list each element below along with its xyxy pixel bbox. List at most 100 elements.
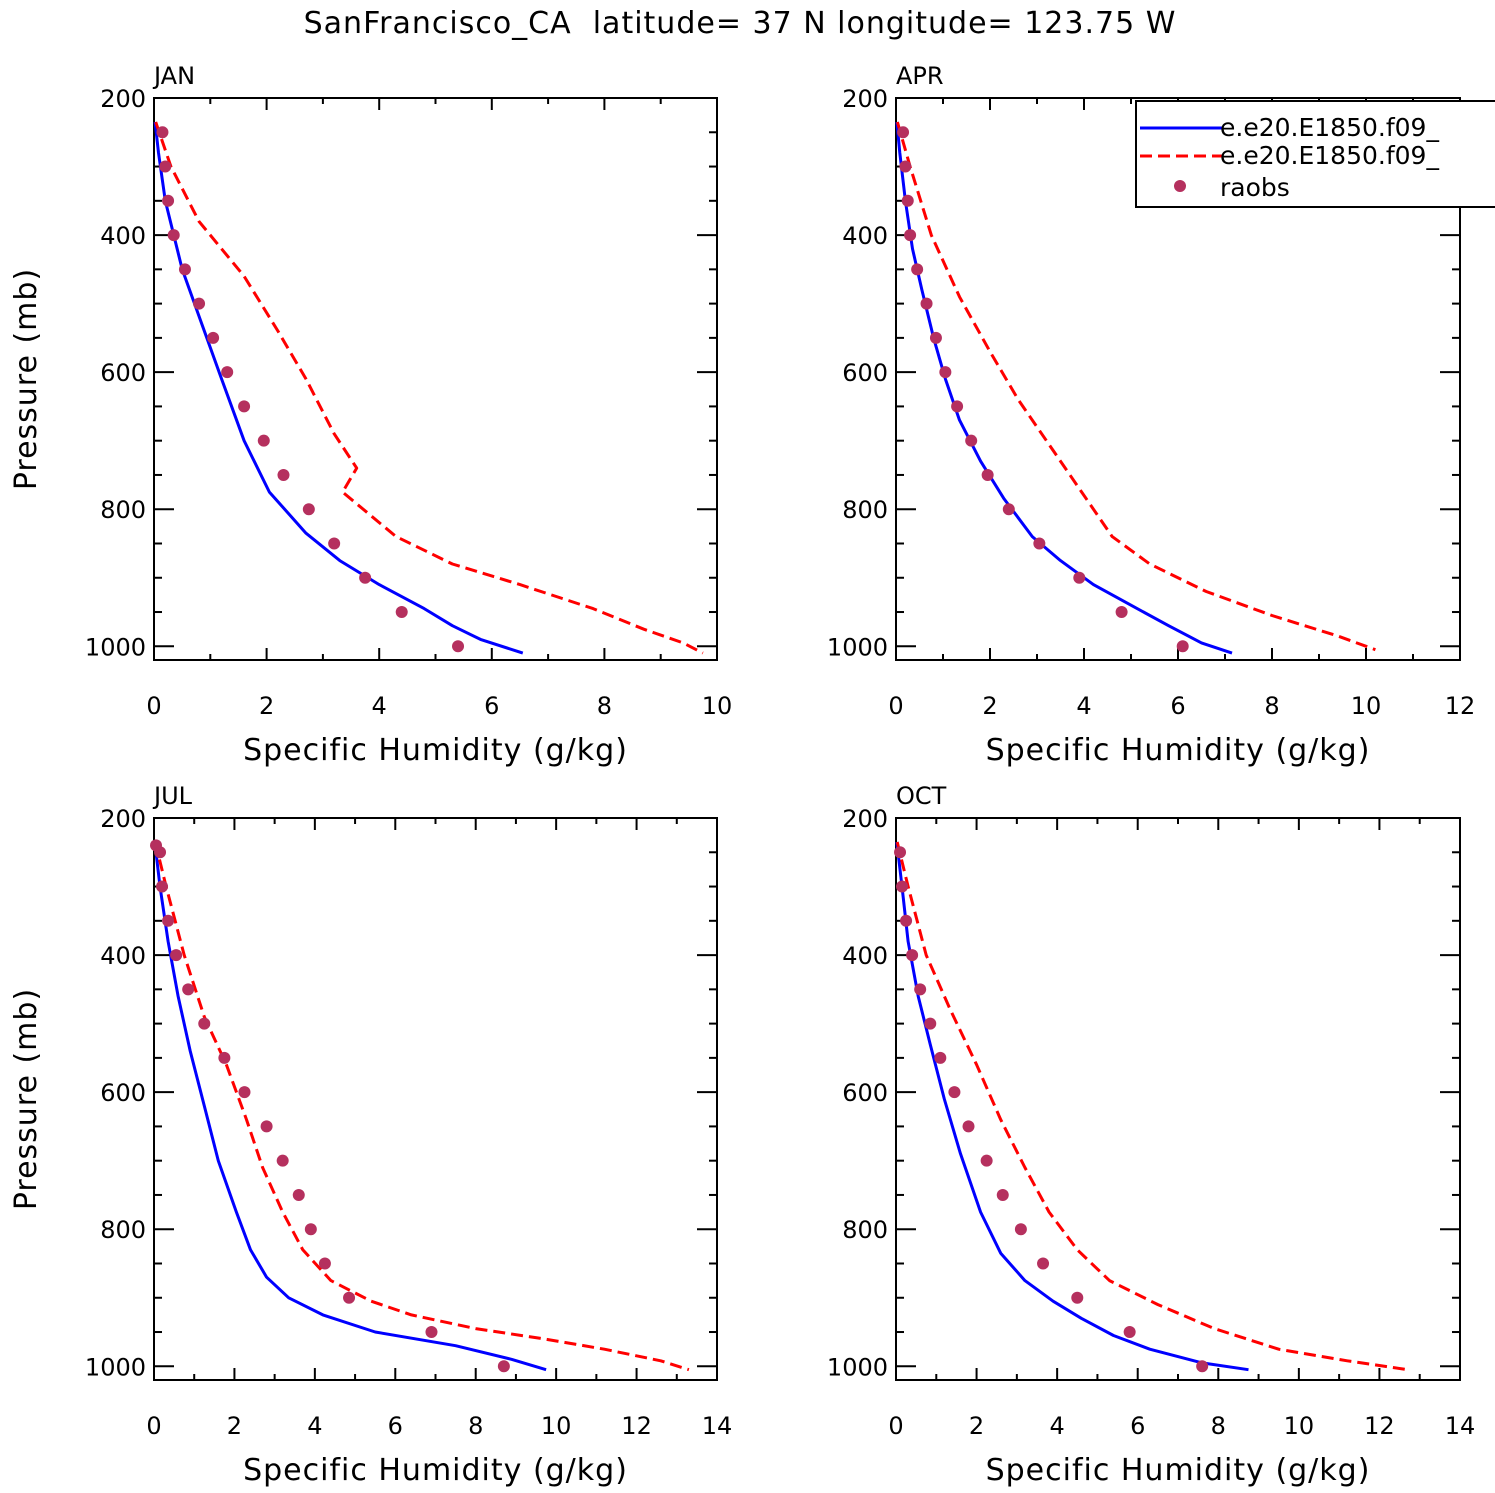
- y-tick-label: 800: [842, 1216, 888, 1244]
- x-tick-label: 2: [227, 1412, 242, 1440]
- y-axis-label: Pressure (mb): [9, 268, 44, 490]
- raobs-point: [159, 160, 172, 173]
- raobs-point: [425, 1326, 438, 1339]
- legend-label: e.e20.E1850.f09_: [1220, 113, 1439, 142]
- raobs-point: [939, 366, 952, 379]
- y-tick-label: 200: [842, 805, 888, 833]
- raobs-point: [156, 880, 169, 893]
- raobs-point: [1071, 1291, 1084, 1304]
- raobs-point: [304, 1223, 317, 1236]
- x-axis-label: Specific Humidity (g/kg): [986, 1453, 1371, 1488]
- y-tick-label: 1000: [827, 1353, 888, 1381]
- x-axis-label: Specific Humidity (g/kg): [243, 1453, 628, 1488]
- plot-frame: [153, 97, 718, 661]
- x-tick-label: 0: [146, 692, 161, 720]
- raobs-point: [343, 1291, 356, 1304]
- panel-apr: 0 2 4 6 8 10 12 200 400 600 800 1000 APR Specific Hum…: [827, 62, 1475, 768]
- raobs-point: [980, 1154, 993, 1167]
- x-tick-label: 10: [541, 1412, 572, 1440]
- raobs-point: [154, 846, 167, 859]
- x-tick-label: 6: [484, 692, 499, 720]
- panel-jul: 0 2 4 6 8 10 12 14 200 400 600 800 1000 JUL Specific H…: [9, 782, 732, 1488]
- y-tick-label: 800: [100, 1216, 146, 1244]
- raobs-point: [1115, 606, 1128, 619]
- raobs-point: [218, 1051, 231, 1064]
- x-tick-label: 14: [702, 1412, 733, 1440]
- raobs-point: [193, 297, 206, 310]
- x-tick-label: 4: [1050, 1412, 1065, 1440]
- raobs-point: [906, 949, 919, 962]
- raobs-point: [1002, 503, 1015, 516]
- raobs-point: [198, 1017, 211, 1030]
- y-tick-label: 200: [842, 85, 888, 113]
- raobs-point: [934, 1051, 947, 1064]
- series-line-solid: [895, 841, 1249, 1372]
- x-tick-label: 8: [597, 692, 612, 720]
- raobs-point: [182, 983, 195, 996]
- raobs-point: [951, 400, 964, 413]
- legend-marker: [1174, 180, 1186, 192]
- panel-title: APR: [896, 62, 944, 90]
- x-tick-label: 12: [1445, 692, 1476, 720]
- raobs-point: [238, 400, 251, 413]
- x-tick-label: 4: [307, 1412, 322, 1440]
- x-tick-label: 0: [146, 1412, 161, 1440]
- raobs-point: [914, 983, 927, 996]
- panel-title: OCT: [896, 782, 947, 810]
- x-tick-label: 2: [259, 692, 274, 720]
- legend-box: [1135, 100, 1495, 208]
- y-tick-label: 400: [100, 942, 146, 970]
- raobs-point: [894, 846, 907, 859]
- raobs-point: [981, 468, 994, 481]
- raobs-point: [260, 1120, 273, 1133]
- panel-title: JUL: [152, 782, 193, 810]
- y-tick-label: 1000: [827, 633, 888, 661]
- y-tick-label: 400: [842, 222, 888, 250]
- raobs-point: [920, 297, 933, 310]
- panel-title: JAN: [152, 62, 195, 90]
- panel-oct: 0 2 4 6 8 10 12 14 200 400 600 800 1000 OCT Specific H…: [827, 782, 1475, 1488]
- x-axis-label: Specific Humidity (g/kg): [986, 733, 1371, 768]
- raobs-point: [167, 229, 180, 242]
- raobs-point: [359, 571, 372, 584]
- raobs-point: [899, 160, 912, 173]
- y-tick-label: 600: [100, 1079, 146, 1107]
- y-tick-label: 200: [100, 805, 146, 833]
- raobs-point: [238, 1086, 251, 1099]
- x-tick-label: 6: [1170, 692, 1185, 720]
- raobs-point: [292, 1188, 305, 1201]
- raobs-point: [156, 126, 169, 139]
- x-tick-label: 2: [982, 692, 997, 720]
- raobs-point: [178, 263, 191, 276]
- x-tick-label: 10: [702, 692, 733, 720]
- x-tick-label: 4: [372, 692, 387, 720]
- raobs-point: [929, 331, 942, 344]
- x-tick-label: 0: [888, 692, 903, 720]
- plot-frame: [895, 817, 1461, 1381]
- x-tick-label: 0: [888, 1412, 903, 1440]
- raobs-point: [911, 263, 924, 276]
- raobs-point: [1073, 571, 1086, 584]
- legend: e.e20.E1850.f09_e.e20.E1850.f09_raobs: [1135, 100, 1495, 208]
- raobs-point: [207, 331, 220, 344]
- raobs-point: [302, 503, 315, 516]
- y-axis-label: Pressure (mb): [9, 988, 44, 1210]
- series-line-dashed: [153, 841, 690, 1372]
- series-line-solid: [153, 841, 547, 1372]
- raobs-point: [901, 194, 914, 207]
- x-tick-label: 10: [1284, 1412, 1315, 1440]
- series-line-dashed: [154, 121, 704, 655]
- y-tick-label: 800: [100, 496, 146, 524]
- raobs-point: [318, 1257, 331, 1270]
- x-tick-label: 8: [468, 1412, 483, 1440]
- raobs-point: [328, 537, 341, 550]
- raobs-point: [900, 914, 913, 927]
- y-tick-label: 200: [100, 85, 146, 113]
- x-tick-label: 14: [1445, 1412, 1476, 1440]
- series-line-dashed: [895, 841, 1408, 1372]
- raobs-point: [1014, 1223, 1027, 1236]
- x-tick-label: 4: [1076, 692, 1091, 720]
- raobs-point: [962, 1120, 975, 1133]
- series-line-solid: [153, 121, 524, 655]
